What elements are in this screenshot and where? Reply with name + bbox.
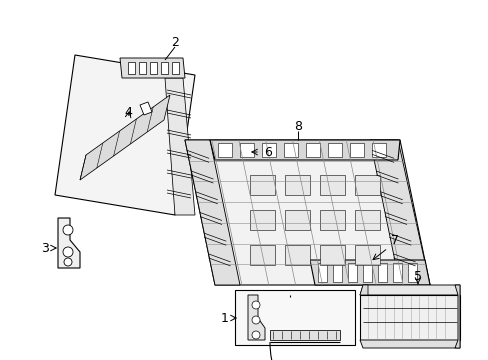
Polygon shape — [349, 143, 363, 157]
Circle shape — [64, 258, 72, 266]
Polygon shape — [305, 143, 319, 157]
Polygon shape — [249, 245, 274, 265]
Polygon shape — [285, 175, 309, 195]
Polygon shape — [319, 175, 345, 195]
Polygon shape — [120, 58, 184, 78]
Polygon shape — [332, 263, 341, 282]
Polygon shape — [319, 210, 345, 230]
Polygon shape — [317, 263, 326, 282]
Circle shape — [251, 301, 260, 309]
Text: 7: 7 — [390, 234, 398, 247]
Polygon shape — [262, 143, 275, 157]
Polygon shape — [249, 175, 274, 195]
Text: 1: 1 — [221, 311, 228, 324]
Polygon shape — [359, 295, 459, 340]
Text: 4: 4 — [124, 105, 132, 118]
Text: 6: 6 — [264, 145, 271, 158]
Polygon shape — [354, 175, 379, 195]
Polygon shape — [454, 285, 459, 348]
Circle shape — [251, 316, 260, 324]
Polygon shape — [247, 295, 264, 340]
Polygon shape — [235, 290, 354, 345]
Polygon shape — [240, 143, 253, 157]
Polygon shape — [284, 143, 297, 157]
Polygon shape — [172, 62, 179, 74]
Polygon shape — [309, 260, 429, 285]
Polygon shape — [354, 210, 379, 230]
Polygon shape — [184, 140, 240, 285]
Polygon shape — [128, 62, 135, 74]
Polygon shape — [359, 340, 459, 348]
Polygon shape — [161, 62, 168, 74]
Polygon shape — [362, 263, 371, 282]
Polygon shape — [369, 140, 429, 285]
Polygon shape — [407, 263, 416, 282]
Polygon shape — [392, 263, 401, 282]
Polygon shape — [377, 263, 386, 282]
Circle shape — [63, 225, 73, 235]
Text: 8: 8 — [293, 120, 302, 132]
Polygon shape — [140, 102, 152, 115]
Text: 5: 5 — [413, 270, 421, 283]
Polygon shape — [347, 263, 356, 282]
Polygon shape — [285, 245, 309, 265]
Polygon shape — [55, 55, 195, 215]
Polygon shape — [285, 210, 309, 230]
Polygon shape — [319, 245, 345, 265]
Text: 2: 2 — [171, 36, 179, 49]
Polygon shape — [359, 285, 459, 295]
Polygon shape — [184, 140, 429, 285]
Text: 3: 3 — [41, 242, 49, 255]
Polygon shape — [249, 210, 274, 230]
Polygon shape — [327, 143, 341, 157]
Polygon shape — [139, 62, 146, 74]
Polygon shape — [80, 95, 170, 180]
Polygon shape — [269, 330, 339, 340]
Polygon shape — [218, 143, 231, 157]
Polygon shape — [164, 78, 195, 215]
Circle shape — [251, 331, 260, 339]
Polygon shape — [371, 143, 385, 157]
Polygon shape — [359, 285, 367, 295]
Polygon shape — [354, 245, 379, 265]
Polygon shape — [209, 140, 399, 160]
Polygon shape — [58, 218, 80, 268]
Polygon shape — [150, 62, 157, 74]
Circle shape — [63, 247, 73, 257]
